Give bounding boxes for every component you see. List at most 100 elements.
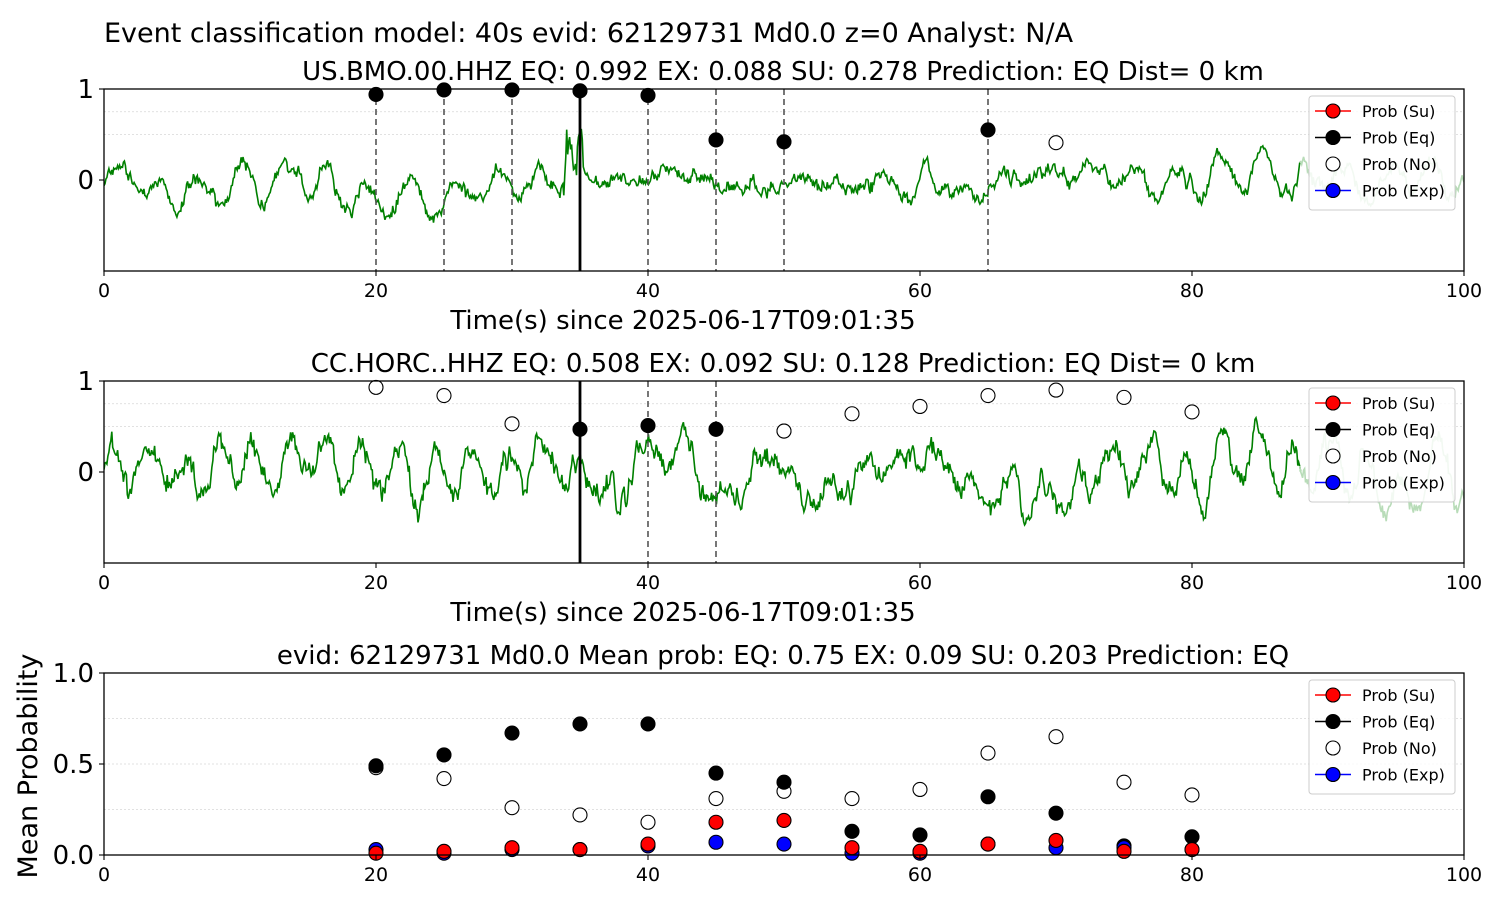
legend-marker-no bbox=[1325, 740, 1341, 756]
x-tick-label: 40 bbox=[636, 280, 660, 302]
marker-no bbox=[912, 398, 928, 415]
legend: Prob (Su) Prob (Eq) Prob (No) Prob (Exp) bbox=[1308, 95, 1456, 211]
marker-no bbox=[436, 771, 452, 787]
legend-entry: Prob (No) bbox=[1362, 155, 1437, 174]
x-tick-label: 60 bbox=[908, 280, 932, 302]
marker-eq bbox=[368, 86, 384, 103]
waveform-trace bbox=[104, 415, 1302, 527]
marker-no bbox=[980, 388, 996, 404]
marker-eq bbox=[776, 134, 792, 150]
legend-entry: Prob (No) bbox=[1362, 739, 1437, 758]
marker-eq bbox=[504, 725, 520, 741]
marker-no bbox=[980, 745, 996, 761]
marker-su bbox=[368, 845, 384, 861]
panel-title: CC.HORC..HHZ EQ: 0.508 EX: 0.092 SU: 0.1… bbox=[311, 349, 1256, 379]
marker-eq bbox=[708, 132, 724, 148]
legend-entry: Prob (Exp) bbox=[1362, 474, 1445, 493]
legend-marker-exp bbox=[1325, 766, 1341, 783]
marker-eq bbox=[776, 774, 792, 790]
marker-no bbox=[1048, 729, 1064, 745]
marker-eq bbox=[980, 789, 996, 805]
x-tick-label: 0 bbox=[98, 864, 110, 886]
marker-su bbox=[504, 840, 520, 856]
marker-eq bbox=[436, 747, 452, 763]
y-tick-label: 1 bbox=[77, 367, 94, 397]
marker-eq bbox=[912, 827, 928, 843]
marker-no bbox=[844, 406, 860, 422]
marker-no bbox=[368, 379, 384, 395]
panel-1: 0 20 40 60 80 100 0 1 US.BMO.00.HHZ EQ: 0.992 EX… bbox=[77, 57, 1482, 336]
x-tick-label: 20 bbox=[364, 572, 388, 594]
x-tick-label: 0 bbox=[98, 572, 110, 594]
y-tick-label: 0.0 bbox=[53, 841, 94, 871]
marker-eq bbox=[640, 418, 656, 434]
marker-su bbox=[708, 814, 724, 830]
marker-no bbox=[504, 800, 520, 816]
marker-no bbox=[1048, 135, 1064, 151]
x-axis-label: Time(s) since 2025-06-17T09:01:35 bbox=[449, 598, 915, 628]
x-tick-label: 0 bbox=[98, 280, 110, 302]
marker-eq bbox=[980, 122, 996, 138]
legend-entry: Prob (Eq) bbox=[1362, 713, 1435, 732]
y-tick-label: 1.0 bbox=[53, 659, 94, 689]
x-tick-label: 100 bbox=[1446, 280, 1482, 302]
legend-entry: Prob (Exp) bbox=[1362, 182, 1445, 201]
waveform-trace bbox=[104, 128, 1302, 223]
marker-no bbox=[504, 416, 520, 432]
marker-eq bbox=[1184, 829, 1200, 845]
legend-marker-eq bbox=[1325, 129, 1341, 146]
y-tick-label: 0 bbox=[77, 166, 94, 196]
marker-no bbox=[844, 791, 860, 807]
legend-entry: Prob (Eq) bbox=[1362, 421, 1435, 440]
marker-exp bbox=[708, 834, 724, 850]
y-tick-label: 0.5 bbox=[53, 750, 94, 780]
y-tick-label: 1 bbox=[77, 75, 94, 105]
marker-su bbox=[1048, 832, 1064, 848]
marker-eq bbox=[844, 823, 860, 839]
marker-no bbox=[708, 791, 724, 807]
marker-eq bbox=[572, 421, 588, 437]
x-tick-label: 40 bbox=[636, 572, 660, 594]
panel-2: 0 20 40 60 80 100 0 1 CC.HORC..HHZ EQ: 0.508 EX:… bbox=[77, 349, 1482, 628]
legend-marker-eq bbox=[1325, 713, 1341, 730]
marker-no bbox=[1048, 382, 1064, 398]
y-axis-label: Mean Probability bbox=[13, 654, 44, 879]
x-tick-label: 20 bbox=[364, 864, 388, 886]
x-tick-label: 100 bbox=[1446, 864, 1482, 886]
marker-eq bbox=[572, 716, 588, 732]
marker-su bbox=[844, 840, 860, 856]
marker-no bbox=[572, 807, 588, 823]
x-tick-label: 40 bbox=[636, 864, 660, 886]
marker-eq bbox=[504, 82, 520, 98]
marker-su bbox=[776, 812, 792, 828]
legend-entry: Prob (Su) bbox=[1362, 102, 1435, 121]
legend-marker-exp bbox=[1325, 474, 1341, 491]
x-tick-label: 100 bbox=[1446, 572, 1482, 594]
panel-title: US.BMO.00.HHZ EQ: 0.992 EX: 0.088 SU: 0.… bbox=[302, 57, 1264, 87]
marker-su bbox=[640, 836, 656, 852]
x-tick-label: 20 bbox=[364, 280, 388, 302]
x-axis-label: Time(s) since 2025-06-17T09:01:35 bbox=[449, 306, 915, 336]
legend-marker-su bbox=[1325, 395, 1341, 411]
marker-su bbox=[980, 836, 996, 852]
marker-eq bbox=[368, 758, 384, 774]
legend-entry: Prob (Su) bbox=[1362, 686, 1435, 705]
x-tick-label: 80 bbox=[1180, 572, 1204, 594]
x-tick-label: 80 bbox=[1180, 280, 1204, 302]
marker-no bbox=[640, 814, 656, 830]
y-tick-label: 0 bbox=[77, 458, 94, 488]
legend-entry: Prob (Eq) bbox=[1362, 129, 1435, 148]
panel-3: 0 20 40 60 80 100 0.0 0.5 1.0 evid: 62129731 Md0.… bbox=[13, 641, 1482, 886]
marker-eq bbox=[1048, 805, 1064, 821]
legend-marker-no bbox=[1325, 156, 1341, 172]
legend: Prob (Su) Prob (Eq) Prob (No) Prob (Exp) bbox=[1308, 387, 1456, 503]
legend-marker-eq bbox=[1325, 421, 1341, 438]
marker-no bbox=[912, 781, 928, 798]
marker-su bbox=[1116, 843, 1132, 859]
marker-su bbox=[572, 841, 588, 858]
marker-exp bbox=[776, 836, 792, 852]
marker-eq bbox=[436, 82, 452, 98]
marker-no bbox=[1184, 787, 1200, 803]
marker-no bbox=[776, 423, 792, 439]
